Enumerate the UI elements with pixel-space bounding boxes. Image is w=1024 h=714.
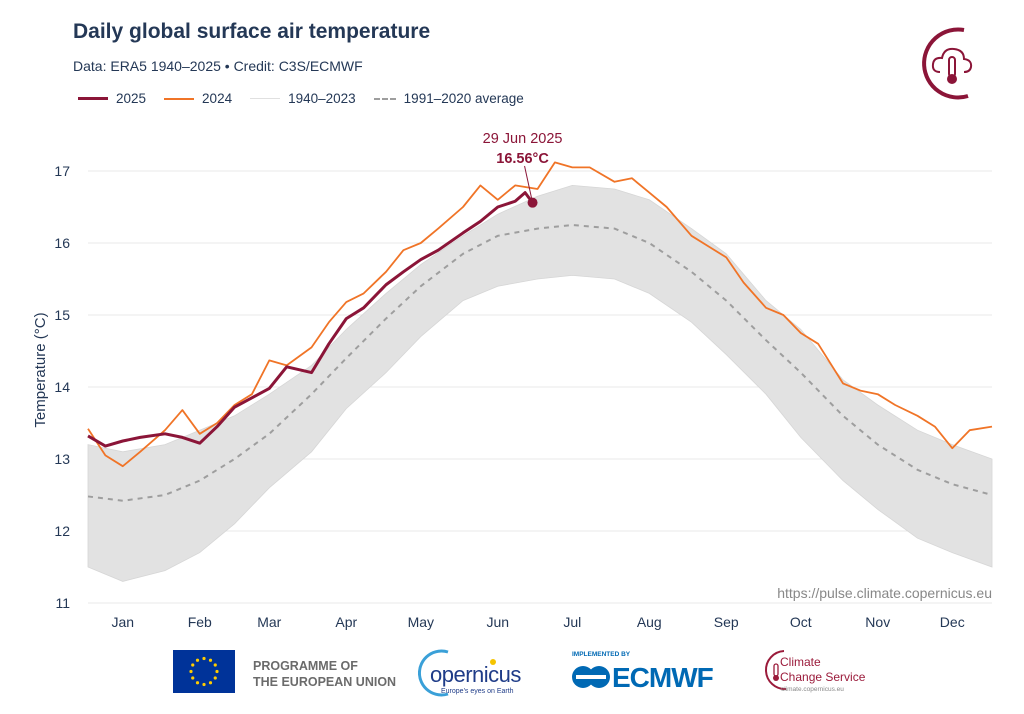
eu-programme-text: PROGRAMME OF THE EUROPEAN UNION — [253, 658, 396, 690]
ecmwf-wordmark: ECMWF — [612, 662, 714, 693]
copernicus-tagline: Europe's eyes on Earth — [441, 688, 514, 695]
legend-item-average[interactable]: 1991–2020 average — [373, 91, 524, 106]
y-tick-label: 17 — [54, 163, 70, 179]
eu-star-icon — [208, 681, 213, 685]
y-tick-label: 13 — [54, 451, 70, 467]
x-tick-label: Jun — [486, 614, 509, 630]
legend-item-2024[interactable]: 2024 — [164, 91, 232, 106]
copernicus-wordmark: opernicus — [430, 662, 521, 687]
legend-swatch — [373, 97, 396, 100]
c3s-line: Change Service — [780, 670, 866, 684]
y-axis-label: Temperature (°C) — [32, 312, 49, 427]
eu-star-icon — [215, 669, 219, 674]
chart-title: Daily global surface air temperature — [73, 20, 431, 43]
x-tick-label: Feb — [188, 614, 212, 630]
eu-star-icon — [202, 682, 206, 687]
chart-subtitle: Data: ERA5 1940–2025 • Credit: C3S/ECMWF — [73, 58, 363, 74]
x-tick-label: Sep — [714, 614, 739, 630]
ecmwf-logo-icon — [572, 666, 610, 688]
eu-star-icon — [213, 676, 217, 680]
c3s-url: climate.copernicus.eu — [781, 686, 844, 693]
annotation-leader-line — [524, 165, 534, 203]
series-line-2025[interactable] — [87, 191, 534, 448]
eu-text-line: PROGRAMME OF — [253, 659, 358, 673]
x-tick-label: Aug — [637, 614, 662, 630]
c3s-wordmark: Climate Change Service — [780, 655, 865, 685]
eu-star-icon — [191, 663, 195, 667]
legend-label: 2025 — [116, 91, 147, 106]
eu-star-icon — [195, 681, 200, 685]
legend-item-1940-2023[interactable]: 1940–2023 — [250, 91, 356, 106]
c3s-logo-icon — [922, 27, 973, 100]
annotation-point[interactable] — [527, 197, 538, 208]
x-tick-label: Mar — [257, 614, 281, 630]
c3s-small-logo-icon — [764, 650, 787, 691]
eu-star-icon — [208, 658, 213, 662]
annotation-date: 29 Jun 2025 — [483, 131, 563, 147]
series-line-1991-2020-average[interactable] — [87, 224, 993, 502]
legend-swatch — [250, 98, 281, 99]
x-tick-label: Apr — [335, 614, 357, 630]
eu-star-icon — [213, 663, 217, 667]
x-tick-label: Jan — [111, 614, 134, 630]
eu-star-icon — [195, 658, 200, 662]
eu-star-icon — [191, 676, 195, 680]
x-tick-label: Oct — [790, 614, 812, 630]
series-band-1940-2023 — [87, 184, 993, 582]
y-tick-label: 16 — [54, 235, 70, 251]
y-tick-label: 14 — [54, 379, 70, 395]
x-tick-label: Jul — [563, 614, 581, 630]
eu-text-line: THE EUROPEAN UNION — [253, 675, 397, 689]
legend-item-2025[interactable]: 2025 — [78, 91, 146, 106]
annotation-value: 16.56°C — [496, 151, 549, 167]
copernicus-logo-icon — [418, 649, 496, 697]
eu-flag-icon — [173, 650, 235, 693]
implemented-by: IMPLEMENTED BY — [572, 651, 631, 658]
legend-label: 2024 — [202, 91, 233, 106]
legend-swatch — [78, 97, 108, 100]
x-tick-label: Dec — [940, 614, 965, 630]
x-tick-label: Nov — [865, 614, 890, 630]
legend-swatch — [164, 97, 195, 100]
legend-label: 1991–2020 average — [403, 91, 524, 106]
eu-star-icon — [189, 669, 193, 674]
y-tick-label: 12 — [54, 523, 70, 539]
c3s-line: Climate — [780, 655, 821, 669]
y-tick-label: 15 — [54, 307, 70, 323]
legend-label: 1940–2023 — [288, 91, 356, 106]
x-tick-label: May — [408, 614, 434, 630]
footer-logos: PROGRAMME OF THE EUROPEAN UNION opernicus… — [0, 640, 1024, 700]
series-line-2024[interactable] — [87, 161, 993, 468]
eu-star-icon — [202, 656, 206, 661]
source-url[interactable]: https://pulse.climate.copernicus.eu — [777, 585, 992, 601]
y-tick-label: 11 — [55, 595, 70, 611]
legend: 2025 2024 1940–2023 1991–2020 average — [78, 91, 534, 106]
